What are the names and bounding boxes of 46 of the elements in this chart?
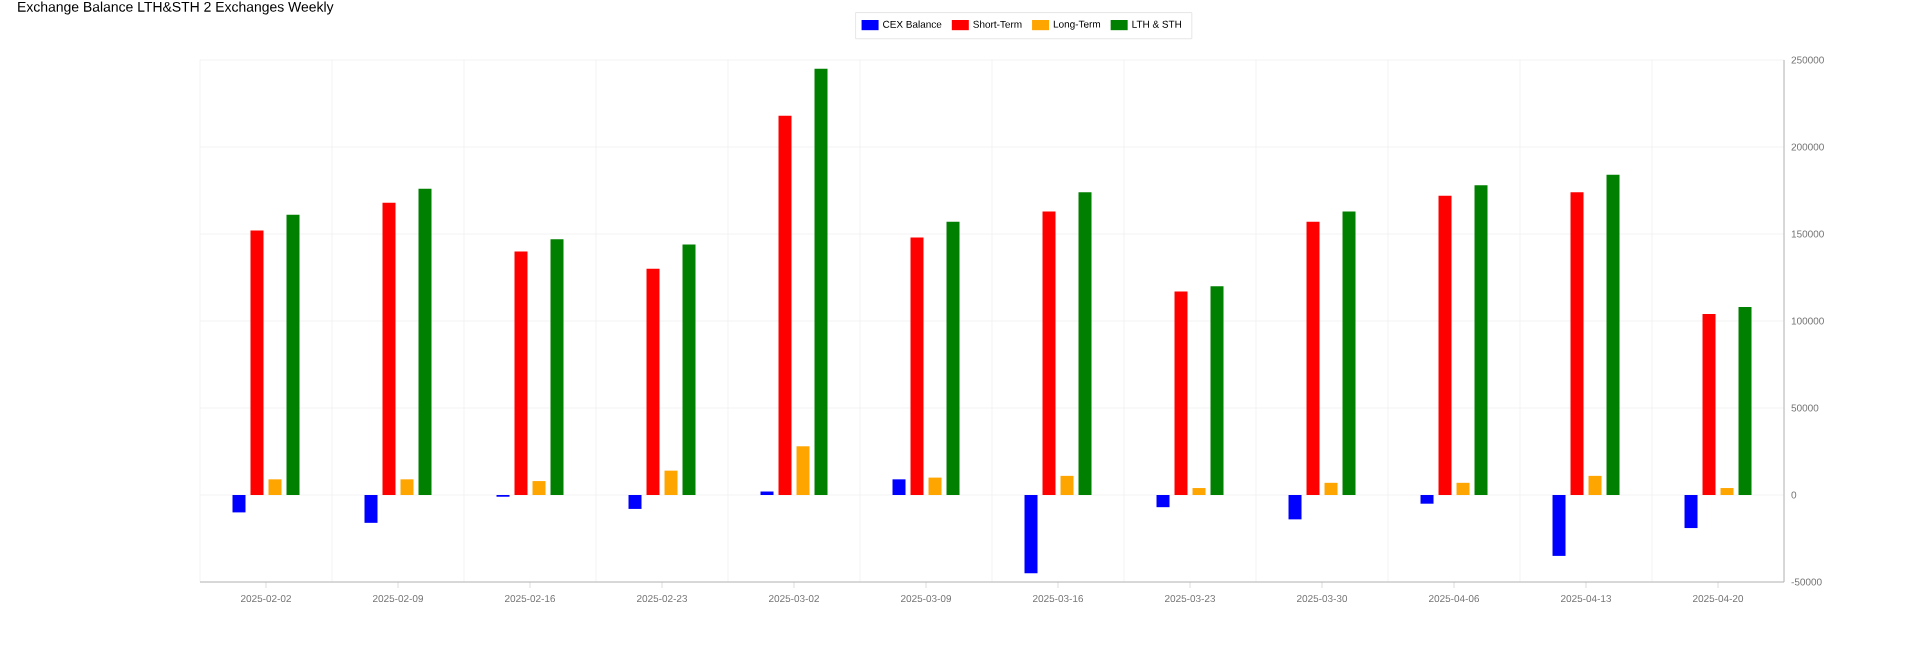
bar [1420, 495, 1434, 504]
bar [928, 477, 942, 495]
bar [1438, 195, 1452, 495]
bar [664, 470, 678, 495]
bar [1288, 495, 1302, 520]
bar [1156, 495, 1170, 508]
bar [1192, 488, 1206, 495]
bar [1306, 221, 1320, 495]
bar [628, 495, 642, 509]
bar [814, 68, 828, 495]
bar [682, 244, 696, 495]
bar [1060, 475, 1074, 495]
bar [892, 479, 906, 495]
bar [1342, 211, 1356, 495]
bar [1042, 211, 1056, 495]
bar [1324, 482, 1338, 495]
bar [364, 495, 378, 523]
bar [910, 237, 924, 495]
bar [1684, 495, 1698, 529]
bar [1474, 185, 1488, 495]
bar [1702, 314, 1716, 495]
bar [514, 251, 528, 495]
bar [1078, 192, 1092, 495]
bar [1570, 192, 1584, 495]
bar [550, 239, 564, 495]
bar [532, 481, 546, 495]
bar [286, 214, 300, 495]
bar [646, 268, 660, 495]
bar [1738, 307, 1752, 495]
bar [778, 115, 792, 495]
bar [382, 202, 396, 495]
bar [250, 230, 264, 495]
bar [1588, 475, 1602, 495]
bar [268, 479, 282, 495]
bar [1174, 291, 1188, 495]
bar [1606, 174, 1620, 495]
bar [418, 188, 432, 495]
bar [796, 446, 810, 495]
bar [400, 479, 414, 495]
bar [1456, 482, 1470, 495]
bar [1720, 488, 1734, 495]
bar [1552, 495, 1566, 556]
bar [1024, 495, 1038, 574]
bar [1210, 286, 1224, 495]
bar [946, 221, 960, 495]
bar [232, 495, 246, 513]
